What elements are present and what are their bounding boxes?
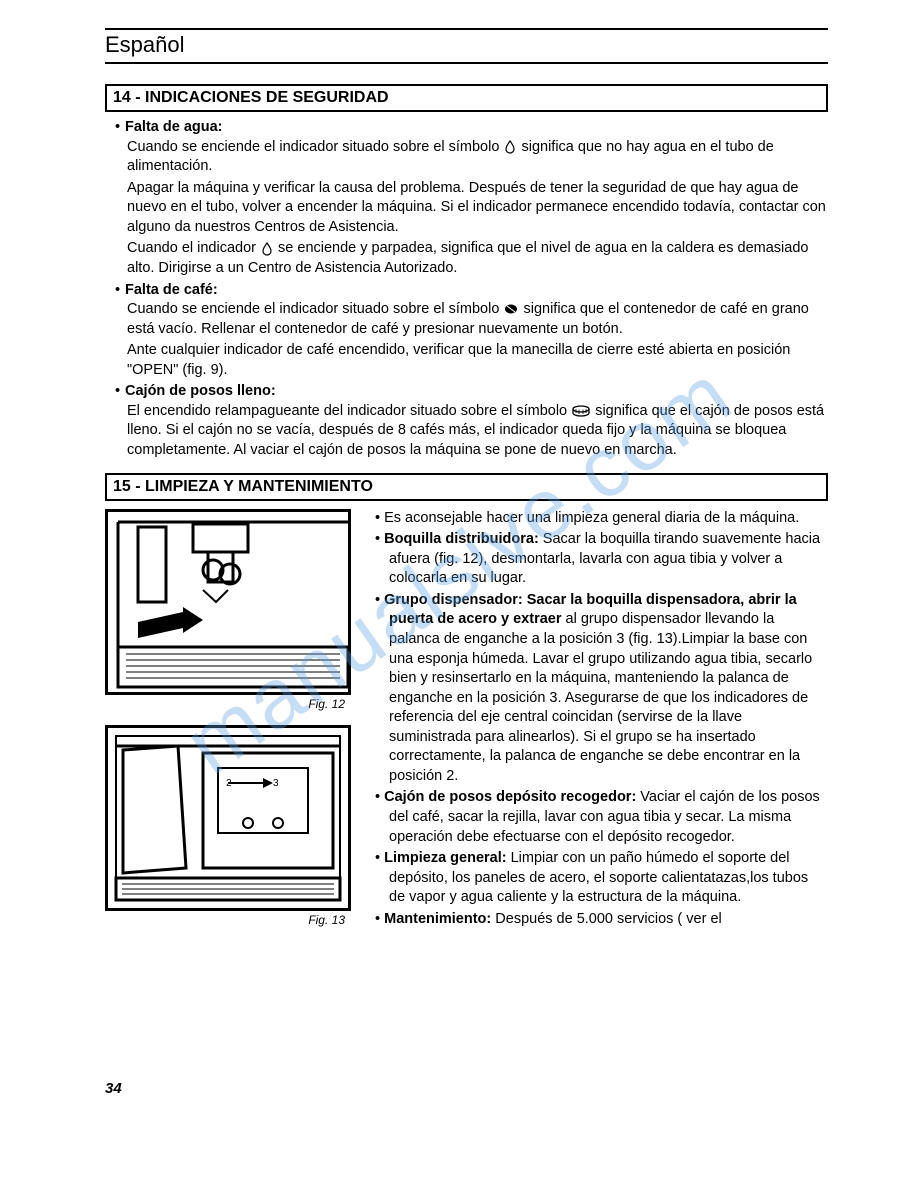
s14-item2-title: •Falta de café:	[105, 281, 828, 301]
language-header: Español	[105, 28, 828, 64]
figures-column: Fig. 12 2 3	[105, 509, 355, 941]
text-fragment: Cuando el indicador	[127, 240, 256, 256]
s15-b1: • Es aconsejable hacer una limpieza gene…	[375, 509, 828, 529]
s14-item1-title: •Falta de agua:	[105, 118, 828, 138]
s15-b4: • Cajón de posos depósito recogedor: Vac…	[375, 788, 828, 847]
s14-item1-p1: Cuando se enciende el indicador situado …	[105, 138, 828, 177]
s15-b6: • Mantenimiento: Después de 5.000 servic…	[375, 910, 828, 930]
s14-item1-p3: Cuando el indicador se enciende y parpad…	[105, 239, 828, 278]
label-limpieza: Limpieza general:	[384, 850, 506, 866]
s14-item2-p1: Cuando se enciende el indicador situado …	[105, 300, 828, 339]
section-15-text: • Es aconsejable hacer una limpieza gene…	[375, 509, 828, 941]
svg-text:3: 3	[273, 778, 279, 789]
text-fragment: Cuando se enciende el indicador situado …	[127, 139, 499, 155]
text-fragment: al grupo dispensador llevando la palanca…	[389, 611, 812, 784]
label-cajon: Cajón de posos depósito recogedor:	[384, 789, 636, 805]
label-boquilla: Boquilla distribuidora:	[384, 531, 539, 547]
figure-13-caption: Fig. 13	[105, 913, 345, 927]
coffee-bean-icon	[503, 303, 519, 315]
s14-item1-p2: Apagar la máquina y verificar la causa d…	[105, 179, 828, 238]
text-fragment: El encendido relampagueante del indicado…	[127, 403, 567, 419]
label-mantenimiento: Mantenimiento:	[384, 911, 491, 927]
section-15-header: 15 - LIMPIEZA Y MANTENIMIENTO	[105, 473, 828, 501]
water-drop-icon	[503, 140, 517, 154]
s15-b5: • Limpieza general: Limpiar con un paño …	[375, 849, 828, 908]
water-drop-icon	[260, 242, 274, 256]
figure-12-illustration	[108, 512, 348, 692]
s14-item2-p2: Ante cualquier indicador de café encendi…	[105, 341, 828, 380]
text-fragment: Después de 5.000 servicios ( ver el	[491, 911, 722, 927]
s15-b3: • Grupo dispensador: Sacar la boquilla d…	[375, 591, 828, 787]
section-14-header: 14 - INDICACIONES DE SEGURIDAD	[105, 84, 828, 112]
figure-12	[105, 509, 351, 695]
label-falta-agua: Falta de agua:	[125, 119, 223, 135]
text-fragment: Es aconsejable hacer una limpieza genera…	[384, 510, 799, 526]
label-grupo: Grupo dispensador:	[384, 592, 523, 608]
text-fragment: Cuando se enciende el indicador situado …	[127, 301, 499, 317]
section-15-body: Fig. 12 2 3	[105, 509, 828, 941]
page-number: 34	[105, 1080, 122, 1097]
s15-b2: • Boquilla distribuidora: Sacar la boqui…	[375, 530, 828, 589]
figure-13-illustration: 2 3	[108, 728, 348, 908]
figure-13: 2 3	[105, 725, 351, 911]
figure-12-caption: Fig. 12	[105, 697, 345, 711]
manual-page: Español 14 - INDICACIONES DE SEGURIDAD •…	[0, 0, 918, 941]
label-falta-cafe: Falta de café:	[125, 282, 218, 298]
label-cajon-posos: Cajón de posos lleno:	[125, 383, 276, 399]
drawer-icon	[571, 405, 591, 417]
s14-item3-p1: El encendido relampagueante del indicado…	[105, 402, 828, 461]
s14-item3-title: •Cajón de posos lleno:	[105, 382, 828, 402]
